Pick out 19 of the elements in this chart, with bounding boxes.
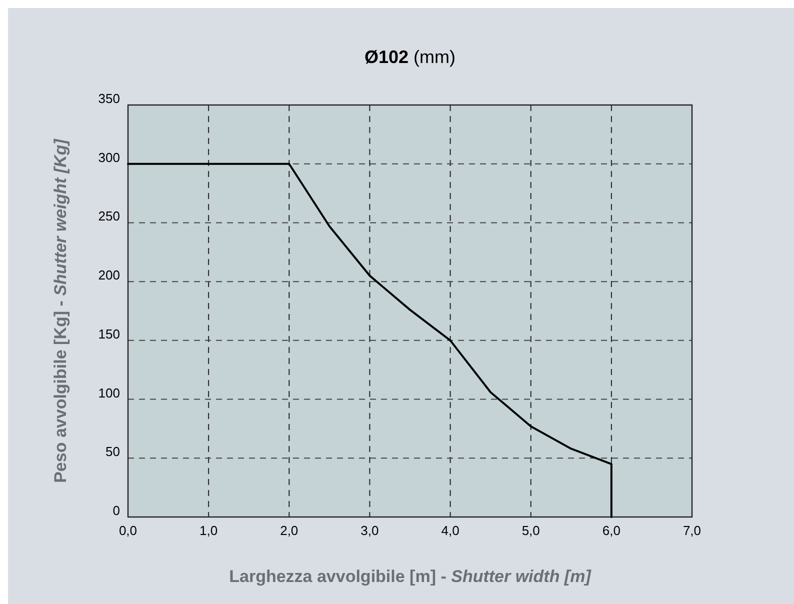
x-tick-label: 5,0 bbox=[522, 523, 540, 538]
x-tick-label: 7,0 bbox=[682, 523, 702, 538]
y-tick-label: 200 bbox=[98, 268, 120, 283]
y-tick-label: 300 bbox=[98, 150, 120, 165]
x-tick-label: 0,0 bbox=[118, 523, 138, 538]
y-axis-title: Peso avvolgibile [Kg] - Shutter weight [Kg] bbox=[51, 138, 70, 483]
y-tick-label: 350 bbox=[98, 91, 120, 106]
x-tick-label: 6,0 bbox=[602, 523, 620, 538]
x-tick-label: 4,0 bbox=[441, 523, 460, 538]
y-tick-label: 150 bbox=[98, 326, 120, 342]
x-tick-label: 3,0 bbox=[360, 523, 379, 538]
x-tick-label: 1,0 bbox=[200, 523, 218, 538]
x-tick-label: 2,0 bbox=[280, 523, 298, 538]
x-axis-title: Larghezza avvolgibile [m] - Shutter width [m] bbox=[229, 567, 592, 586]
y-tick-label: 250 bbox=[98, 208, 120, 224]
chart-title: Ø102 (mm) bbox=[364, 47, 456, 67]
y-tick-label: 100 bbox=[98, 385, 120, 400]
y-tick-label: 50 bbox=[106, 444, 120, 460]
y-tick-label: 0 bbox=[112, 503, 120, 518]
